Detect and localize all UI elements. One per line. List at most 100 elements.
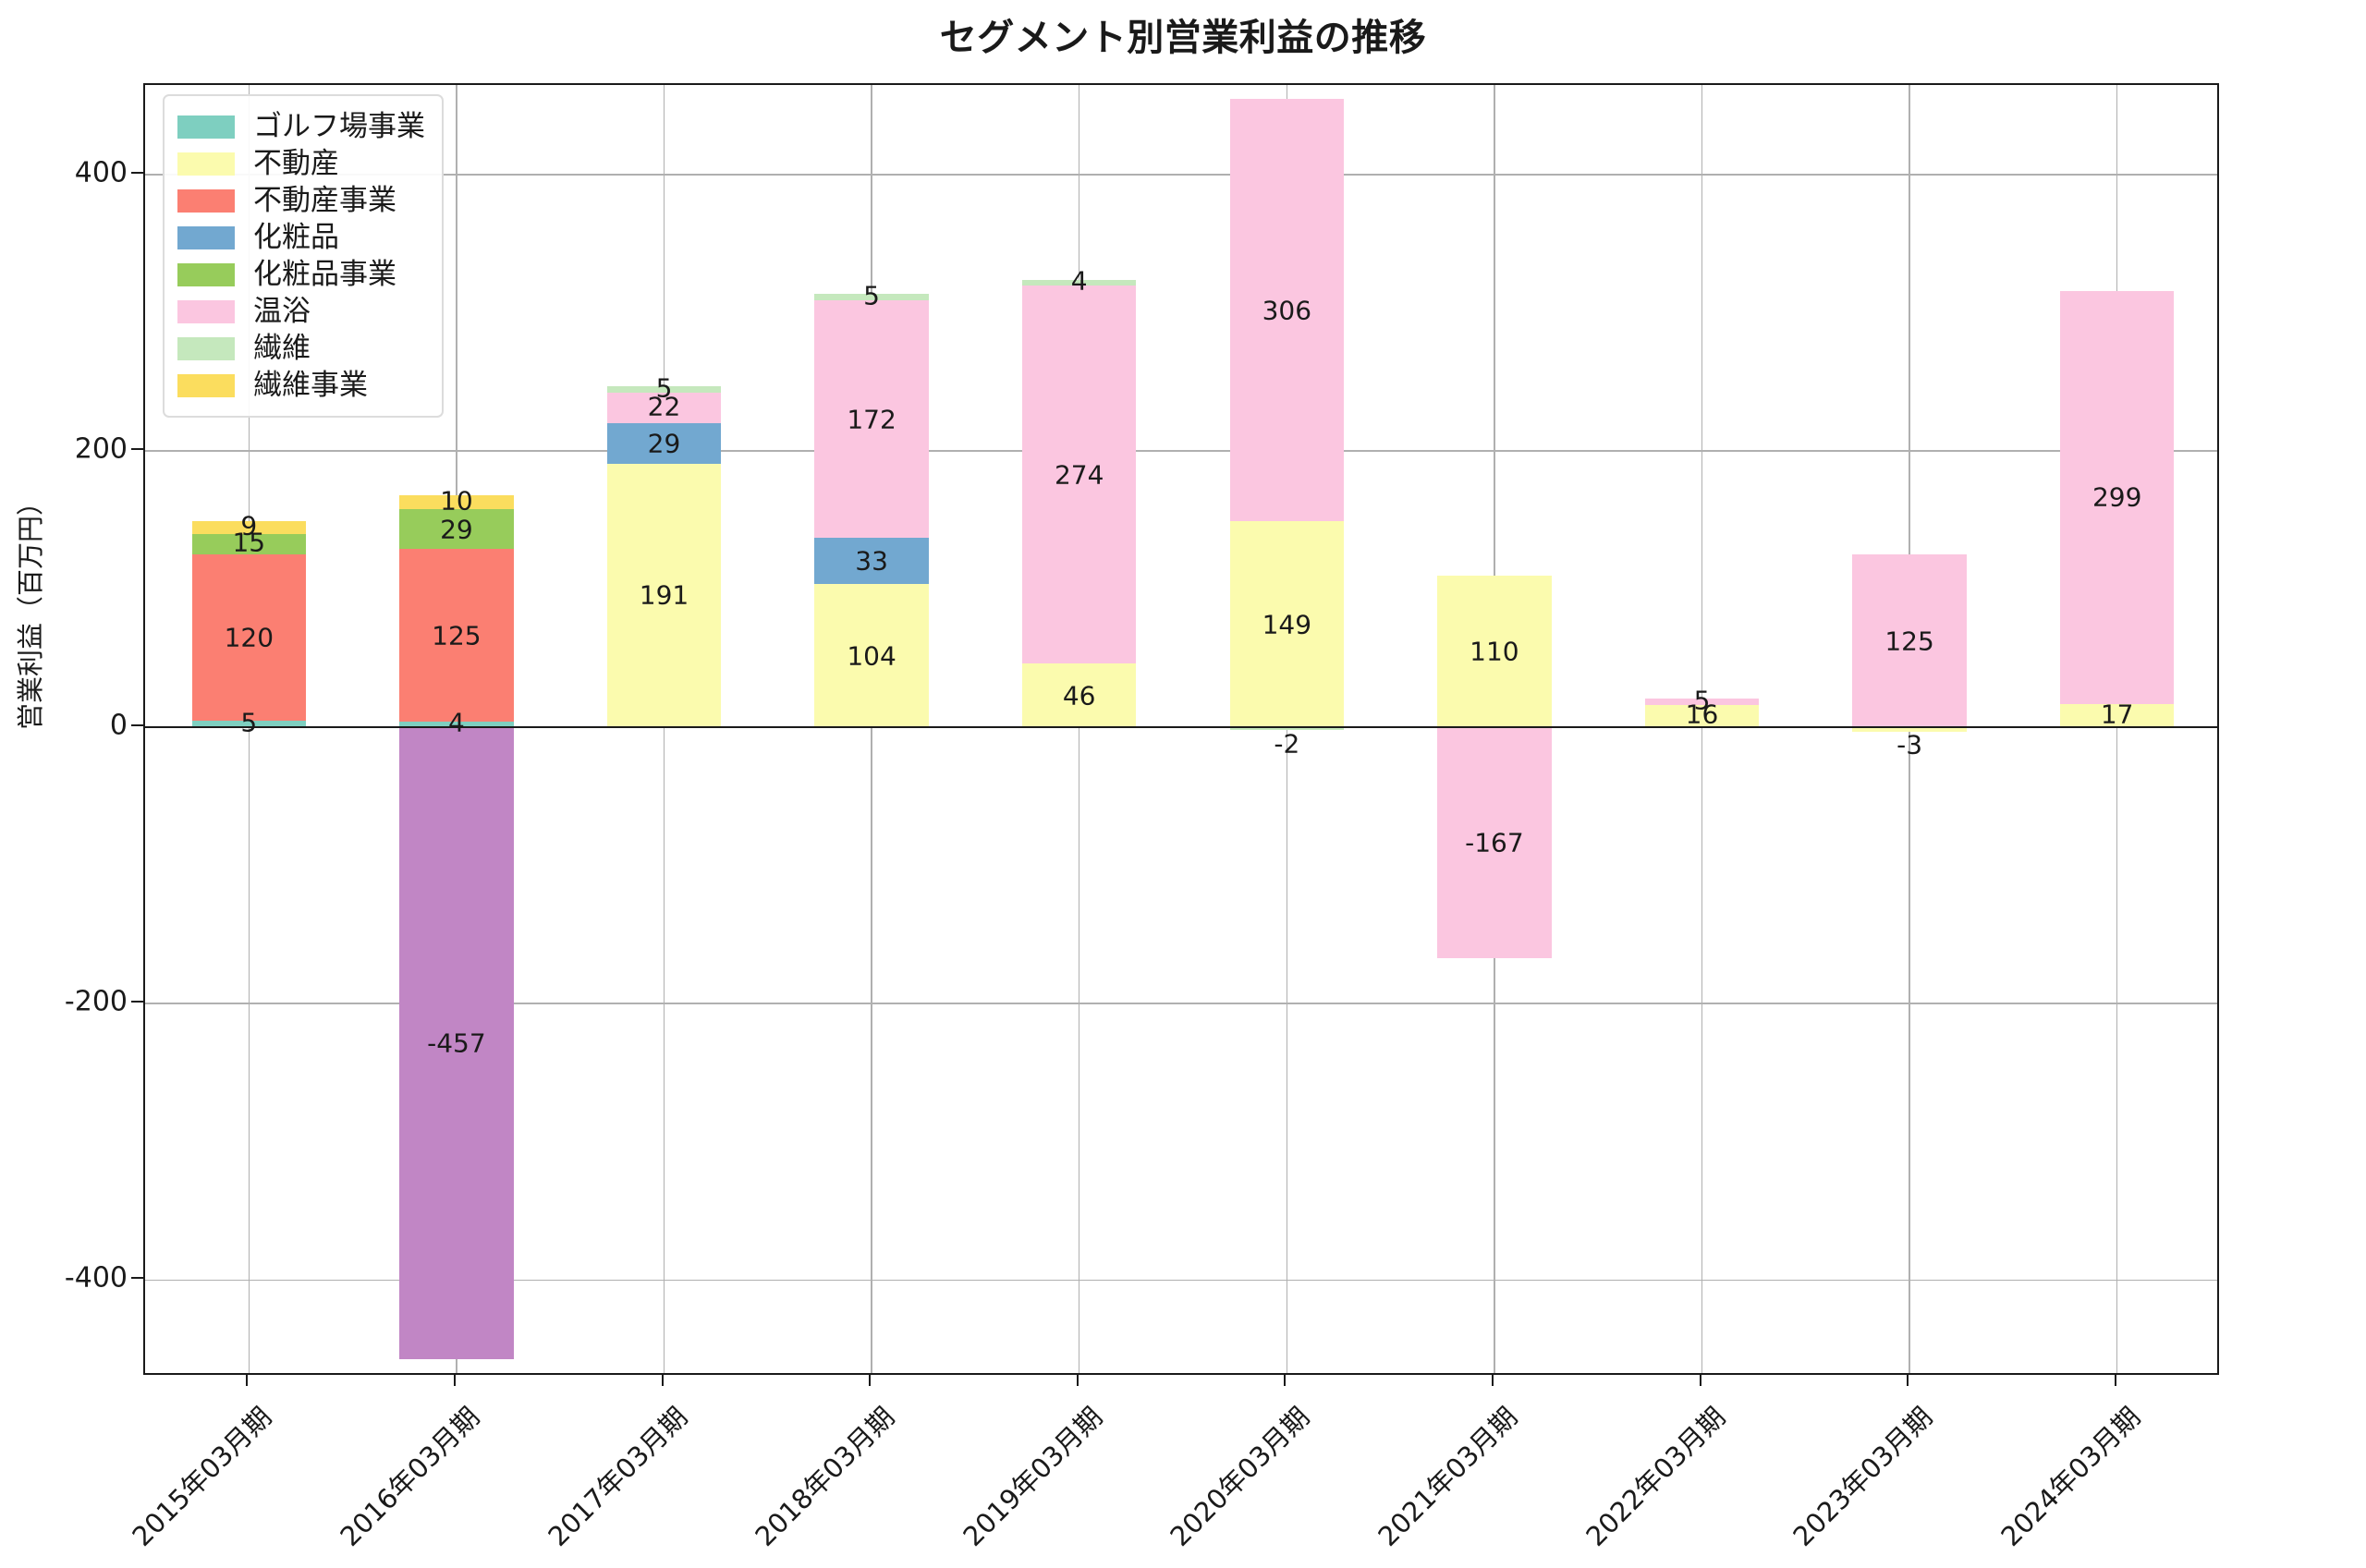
- legend-item-label: 不動産事業: [253, 183, 396, 217]
- chart-title: セグメント別営業利益の推移: [939, 17, 1427, 59]
- bar-segment[interactable]: [2059, 703, 2175, 728]
- bar-segment[interactable]: [606, 385, 722, 394]
- y-axis-tick-mark: [131, 1001, 143, 1003]
- bar-segment[interactable]: [1021, 279, 1137, 286]
- bar-segment[interactable]: [1021, 663, 1137, 728]
- x-axis-tick-label: 2024年03月期: [1994, 1401, 2146, 1553]
- legend-item-label: 化粧品事業: [253, 257, 396, 291]
- legend-swatch-icon: [177, 299, 235, 323]
- x-axis-tick-mark: [453, 1375, 456, 1386]
- bar-segment[interactable]: [606, 393, 722, 424]
- gridline-horizontal: [145, 174, 2217, 176]
- legend-swatch-icon: [177, 336, 235, 360]
- bar-segment[interactable]: [814, 538, 929, 584]
- gridline-vertical: [663, 85, 665, 1373]
- x-axis-tick-mark: [246, 1375, 249, 1386]
- legend-item-6[interactable]: 繊維: [177, 330, 425, 367]
- gridline-vertical: [1701, 85, 1703, 1373]
- legend-swatch-icon: [177, 188, 235, 213]
- bar-segment[interactable]: [1852, 554, 1967, 728]
- bar-segment[interactable]: [814, 293, 929, 301]
- bar-segment[interactable]: [814, 583, 929, 728]
- legend-item-label: ゴルフ場事業: [253, 109, 425, 143]
- x-axis-tick-mark: [661, 1375, 664, 1386]
- x-axis-tick-mark: [1076, 1375, 1079, 1386]
- legend-item-4[interactable]: 化粧品事業: [177, 256, 425, 293]
- x-axis-tick-label: 2021年03月期: [1372, 1401, 1524, 1553]
- legend-item-label: 繊維: [253, 331, 311, 365]
- bar-segment[interactable]: [1021, 285, 1137, 664]
- legend-item-1[interactable]: 不動産: [177, 145, 425, 182]
- legend-swatch-icon: [177, 262, 235, 286]
- gridline-vertical: [1078, 85, 1080, 1373]
- zero-line: [145, 726, 2217, 729]
- x-axis-tick-mark: [1699, 1375, 1701, 1386]
- gridline-vertical: [2116, 85, 2118, 1373]
- bar-segment[interactable]: [399, 727, 514, 1359]
- bar-segment[interactable]: [1437, 575, 1552, 728]
- y-axis-tick-label: -200: [64, 985, 128, 1018]
- bar-segment[interactable]: [399, 509, 514, 550]
- x-axis-tick-label: 2023年03月期: [1787, 1401, 1939, 1553]
- legend-item-5[interactable]: 温浴: [177, 293, 425, 330]
- x-axis-tick-label: 2020年03月期: [1164, 1401, 1316, 1553]
- bar-segment[interactable]: [399, 722, 514, 728]
- legend-swatch-icon: [177, 373, 235, 397]
- bar-segment[interactable]: [2059, 290, 2175, 704]
- y-axis-tick-label: 200: [74, 432, 128, 466]
- x-axis-tick-label: 2018年03月期: [749, 1401, 901, 1553]
- x-axis-tick-label: 2015年03月期: [126, 1401, 278, 1553]
- x-axis-tick-mark: [1907, 1375, 1909, 1386]
- x-axis-tick-mark: [1284, 1375, 1287, 1386]
- bar-segment[interactable]: [1229, 98, 1345, 522]
- bar-segment[interactable]: [191, 533, 307, 555]
- legend-item-3[interactable]: 化粧品: [177, 219, 425, 256]
- bar-segment[interactable]: [191, 521, 307, 534]
- x-axis-tick-mark: [2114, 1375, 2116, 1386]
- y-axis-tick-mark: [131, 448, 143, 451]
- bar-segment[interactable]: [1644, 705, 1760, 728]
- bar-segment[interactable]: [1229, 727, 1345, 731]
- bar-segment[interactable]: [606, 423, 722, 464]
- legend-item-label: 不動産: [253, 146, 339, 180]
- chart-legend: ゴルフ場事業 不動産 不動産事業 化粧品 化粧品事業 温浴 繊維 繊維事業: [163, 94, 444, 418]
- bar-segment[interactable]: [606, 463, 722, 728]
- y-axis-tick-label: 0: [109, 709, 128, 742]
- plot-area: 5 120 15 9 4 125 29 10 -457 191 29 22 5 104 33 172 5 46 27…: [143, 83, 2219, 1375]
- x-axis-tick-mark: [1491, 1375, 1494, 1386]
- y-axis-tick-label: 400: [74, 156, 128, 189]
- legend-item-0[interactable]: ゴルフ場事業: [177, 108, 425, 145]
- bar-segment[interactable]: [1437, 727, 1552, 958]
- gridline-horizontal: [145, 1003, 2217, 1005]
- bar-segment[interactable]: [1852, 727, 1967, 732]
- y-axis-tick-label: -400: [64, 1261, 128, 1295]
- bar-segment[interactable]: [191, 554, 307, 721]
- plot-clip: 5 120 15 9 4 125 29 10 -457 191 29 22 5 104 33 172 5 46 27…: [145, 85, 2217, 1373]
- bar-segment[interactable]: [399, 549, 514, 723]
- x-axis-tick-label: 2019年03月期: [957, 1401, 1108, 1553]
- legend-item-label: 温浴: [253, 294, 311, 328]
- y-axis-tick-mark: [131, 1277, 143, 1280]
- legend-swatch-icon: [177, 152, 235, 176]
- x-axis-tick-label: 2022年03月期: [1579, 1401, 1731, 1553]
- bar-segment[interactable]: [814, 300, 929, 539]
- x-axis-tick-mark: [869, 1375, 872, 1386]
- gridline-vertical: [871, 85, 872, 1373]
- y-axis-tick-mark: [131, 724, 143, 727]
- legend-item-2[interactable]: 不動産事業: [177, 182, 425, 219]
- x-axis-tick-label: 2016年03月期: [334, 1401, 486, 1553]
- y-axis-tick-mark: [131, 172, 143, 175]
- x-axis-tick-label: 2017年03月期: [541, 1401, 693, 1553]
- legend-swatch-icon: [177, 225, 235, 249]
- y-axis-label: 営業利益（百万円）: [15, 488, 46, 730]
- bar-segment[interactable]: [191, 720, 307, 728]
- gridline-vertical: [248, 85, 250, 1373]
- legend-swatch-icon: [177, 115, 235, 139]
- legend-item-label: 繊維事業: [253, 368, 368, 402]
- bar-segment[interactable]: [399, 495, 514, 509]
- gridline-horizontal: [145, 1279, 2217, 1282]
- gridline-horizontal: [145, 450, 2217, 453]
- bar-segment[interactable]: [1644, 698, 1760, 706]
- bar-segment[interactable]: [1229, 521, 1345, 728]
- legend-item-7[interactable]: 繊維事業: [177, 367, 425, 404]
